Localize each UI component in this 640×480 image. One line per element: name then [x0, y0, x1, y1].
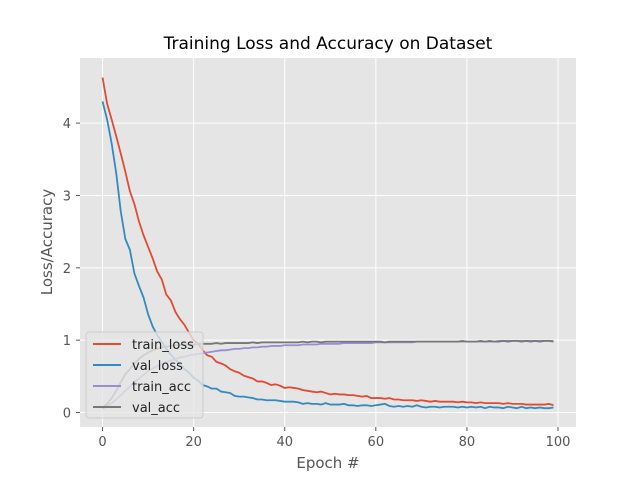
- y-tick-label: 3: [63, 189, 71, 204]
- x-tick-label: 80: [459, 435, 476, 450]
- legend-label-train-loss: train_loss: [132, 338, 194, 353]
- x-tick-label: 40: [276, 435, 293, 450]
- x-tick-label: 100: [546, 435, 571, 450]
- y-axis-label: Loss/Accuracy: [38, 189, 56, 296]
- series-line-train-loss: [101, 77, 554, 407]
- y-tick-label: 0: [63, 407, 71, 422]
- legend-label-val-loss: val_loss: [132, 359, 183, 374]
- legend: train_loss val_loss train_acc val_acc: [85, 331, 204, 419]
- y-tick-label: 1: [63, 334, 71, 349]
- x-tick-label: 60: [368, 435, 385, 450]
- x-tick-label: 0: [98, 435, 106, 450]
- x-axis-label: Epoch #: [296, 454, 359, 472]
- y-tick-label: 2: [63, 262, 71, 277]
- legend-label-train-acc: train_acc: [132, 380, 191, 395]
- y-tick-label: 4: [63, 117, 71, 132]
- legend-label-val-acc: val_acc: [132, 401, 180, 416]
- legend-box: [85, 331, 204, 419]
- chart-title: Training Loss and Accuracy on Dataset: [163, 34, 493, 54]
- axis-ticks: 0 20 40 60 80 100 0 1 2 3 4: [63, 117, 571, 450]
- x-tick-label: 20: [185, 435, 202, 450]
